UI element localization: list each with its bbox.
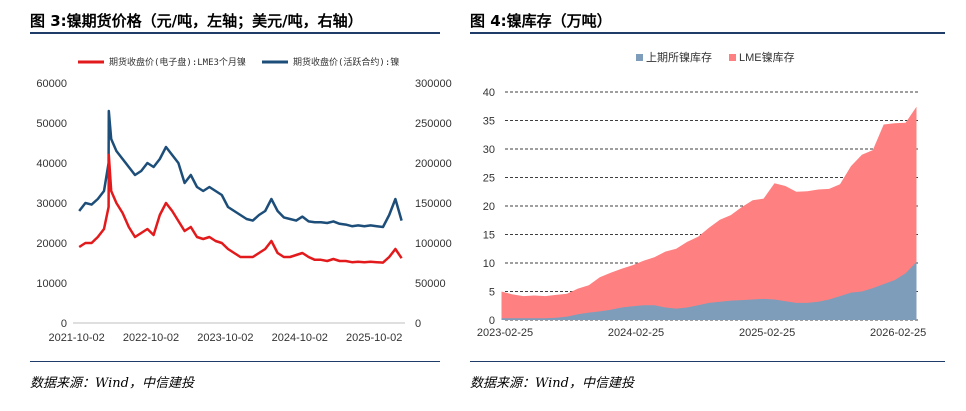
shfe-stock-area xyxy=(501,261,917,320)
right-y-tick-label: 10 xyxy=(483,258,495,270)
left-x-tick-label: 2021-10-02 xyxy=(48,332,104,344)
right-y-tick-label: 50000 xyxy=(415,278,446,290)
right-y-tick-label: 300000 xyxy=(415,78,452,90)
left-x-tick-label: 2025-10-02 xyxy=(346,332,402,344)
legend-swatch xyxy=(636,54,643,61)
series-line xyxy=(78,109,403,229)
left-y-tick-label: 10000 xyxy=(36,278,67,290)
left-x-tick-label: 2024-10-02 xyxy=(272,332,328,344)
left-source-note: 数据来源：Wind，中信建投 xyxy=(30,376,194,391)
right-y-tick-label: 150000 xyxy=(415,198,452,210)
left-figure-title: 图 3:镍期货价格（元/吨，左轴；美元/吨，右轴） xyxy=(30,12,363,30)
legend-swatch xyxy=(729,54,736,61)
right-y-tick-label: 40 xyxy=(483,87,495,99)
left-x-tick-label: 2022-10-02 xyxy=(123,332,179,344)
right-y-tick-label: 100000 xyxy=(415,238,452,250)
right-x-tick-label: 2025-02-25 xyxy=(739,327,795,339)
legend-label: LME镍库存 xyxy=(739,50,795,64)
right-x-tick-label: 2023-02-25 xyxy=(477,327,533,339)
legend-label: 期货收盘价(活跃合约):镍 xyxy=(293,56,399,68)
right-figure-title: 图 4:镍库存（万吨） xyxy=(470,12,612,30)
left-x-tick-label: 2023-10-02 xyxy=(197,332,253,344)
series-line xyxy=(78,153,403,264)
right-y-tick-label: 15 xyxy=(483,230,495,242)
right-y-tick-label: 0 xyxy=(489,315,495,327)
left-bottom-rule xyxy=(30,361,440,362)
left-y-tick-label: 60000 xyxy=(36,78,67,90)
right-y-tick-label: 5 xyxy=(489,287,495,299)
legend-label: 期货收盘价(电子盘):LME3个月镍 xyxy=(109,56,246,68)
left-y-tick-label: 30000 xyxy=(36,198,67,210)
right-y-tick-label: 30 xyxy=(483,144,495,156)
right-top-rule xyxy=(470,32,945,34)
right-y-tick-label: 250000 xyxy=(415,118,452,130)
right-source-note: 数据来源：Wind，中信建投 xyxy=(470,376,634,391)
left-y-tick-label: 50000 xyxy=(36,118,67,130)
right-bottom-rule xyxy=(470,361,945,362)
right-y-tick-label: 200000 xyxy=(415,158,452,170)
right-y-tick-label: 20 xyxy=(483,201,495,213)
left-y-tick-label: 20000 xyxy=(36,238,67,250)
right-y-tick-label: 25 xyxy=(483,173,495,185)
right-y-tick-label: 35 xyxy=(483,116,495,128)
legend-label: 上期所镍库存 xyxy=(646,50,712,64)
right-x-tick-label: 2026-02-25 xyxy=(870,327,926,339)
right-x-tick-label: 2024-02-25 xyxy=(608,327,664,339)
left-top-rule xyxy=(30,32,440,34)
left-y-tick-label: 40000 xyxy=(36,158,67,170)
lme-stock-area xyxy=(501,106,917,320)
left-y-tick-label: 0 xyxy=(61,318,67,330)
right-y-tick-label: 0 xyxy=(415,318,421,330)
